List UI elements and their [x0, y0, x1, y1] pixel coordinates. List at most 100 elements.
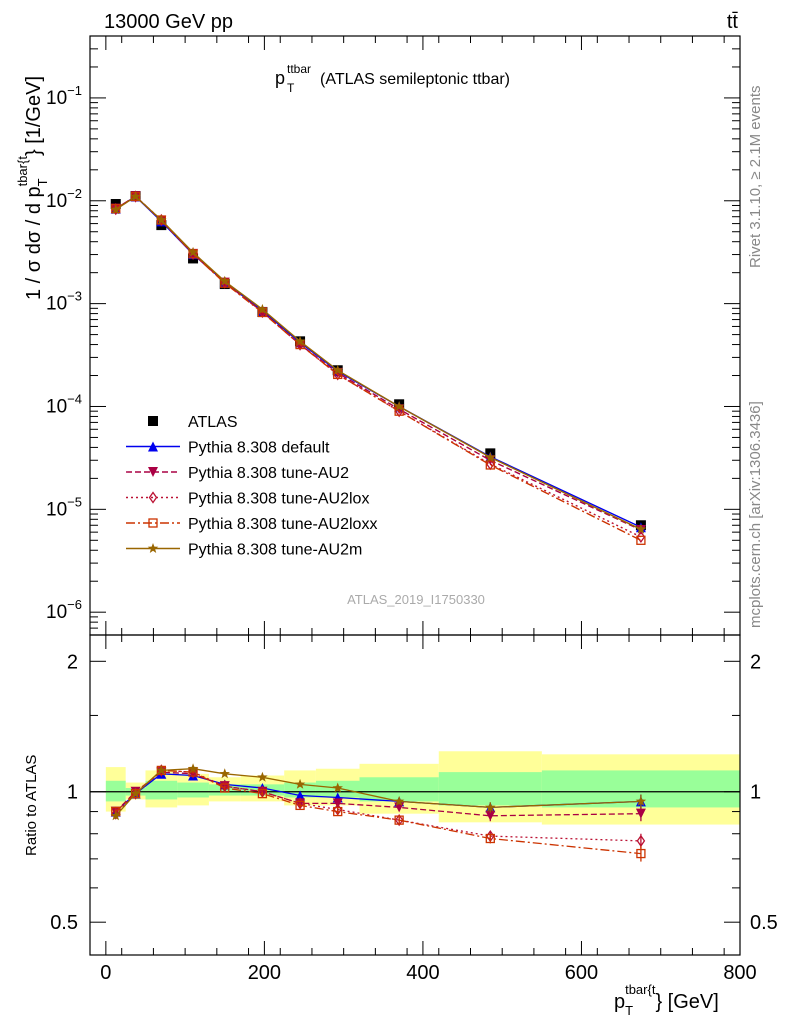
- analysis-id-label: ATLAS_2019_I1750330: [347, 592, 485, 607]
- svg-text:1 / σ dσ / d pTtbar{t} [1/GeV]: 1 / σ dσ / d pTtbar{t} [1/GeV]: [15, 76, 50, 300]
- legend-item-ATLAS: ATLAS: [148, 414, 238, 431]
- ytick-exp: −5: [67, 494, 82, 509]
- main-ytick-label: 10−6: [46, 597, 82, 623]
- ytick-exp: −6: [67, 597, 82, 612]
- legend-label-AU2: Pythia 8.308 tune-AU2: [188, 465, 349, 482]
- main-ytick-label: 10−2: [46, 186, 82, 212]
- ratio-point-AU2m: [187, 763, 199, 774]
- ratio-xtick-label: 0: [100, 962, 111, 984]
- ratio-point-AU2loxx: [295, 800, 305, 811]
- xlabel-main: p: [614, 991, 625, 1013]
- legend-item-AU2: Pythia 8.308 tune-AU2: [126, 465, 349, 482]
- legend-label-ATLAS: ATLAS: [188, 414, 238, 431]
- ytick-base: 10: [46, 191, 67, 212]
- ytick-base: 10: [46, 602, 67, 623]
- main-point-AU2lox: [636, 530, 646, 543]
- main-point-AU2m: [187, 246, 199, 257]
- ytick-base: 10: [46, 396, 67, 417]
- main-ytick-label: 10−5: [46, 494, 82, 520]
- ratio-point-AU2loxx: [257, 788, 268, 799]
- ratio-point-AU2m: [332, 782, 343, 793]
- ratio-point-AU2loxx: [394, 815, 404, 825]
- main-ytick-label: 10−4: [46, 391, 82, 417]
- ratio-point-AU2m: [294, 778, 306, 789]
- ytick-exp: −3: [67, 289, 82, 304]
- ratio-point-AU2lox: [111, 807, 121, 820]
- legend-item-AU2loxx: Pythia 8.308 tune-AU2loxx: [126, 516, 377, 533]
- main-line-AU2lox: [115, 195, 642, 538]
- ratio-ytick-label: 2: [67, 651, 78, 673]
- legend-item-default: Pythia 8.308 default: [126, 440, 330, 457]
- ratio-xtick-label: 200: [248, 962, 281, 984]
- main-panel: 10−610−510−410−310−210−1: [46, 35, 741, 636]
- ratio-xtick-label: 800: [723, 962, 756, 984]
- xlabel-end: } [GeV]: [655, 991, 718, 1013]
- xlabel: pTtbar{t} [GeV]: [614, 982, 719, 1018]
- ratio-point-AU2m: [156, 764, 167, 775]
- legend-marker-AU2: [148, 467, 158, 477]
- legend-label-default: Pythia 8.308 default: [188, 440, 330, 457]
- ratio-band-inner: [145, 780, 178, 800]
- main-point-AU2m: [393, 400, 405, 411]
- ratio-ytick-label-right: 1: [750, 782, 761, 804]
- legend: ATLAS Pythia 8.308 default Pythia 8.308 tu…: [126, 414, 377, 559]
- ytick-base: 10: [46, 88, 67, 109]
- main-point-AU2m: [130, 191, 141, 201]
- main-point-AU2loxx: [636, 535, 646, 545]
- title-sup: ttbar: [287, 62, 311, 76]
- ratio-point-AU2loxx: [333, 806, 343, 817]
- xlabel-sub: T: [625, 1003, 633, 1018]
- main-point-AU2loxx: [485, 460, 495, 470]
- ratio-point-AU2loxx: [636, 848, 646, 859]
- main-point-AU2m: [485, 451, 496, 462]
- mcplots-label: mcplots.cern.ch [arXiv:1306.3436]: [747, 401, 764, 628]
- energy-label: 13000 GeV pp: [104, 11, 233, 33]
- ylabel-sub: T: [35, 178, 50, 186]
- ytick-base: 10: [46, 499, 67, 520]
- ylabel-end: } [1/GeV]: [23, 76, 45, 156]
- main-point-AU2m: [257, 303, 268, 314]
- ratio-xtick-label: 600: [565, 962, 598, 984]
- main-point-AU2m: [332, 364, 343, 375]
- ytick-exp: −2: [67, 186, 82, 201]
- ratio-point-AU2lox: [394, 813, 404, 827]
- rivet-label: Rivet 3.1.10, ≥ 2.1M events: [747, 86, 764, 269]
- ratio-point-AU2loxx: [220, 783, 230, 793]
- ratio-point-AU2m: [257, 771, 268, 782]
- title-main: p: [275, 68, 285, 88]
- legend-item-AU2m: Pythia 8.308 tune-AU2m: [126, 542, 362, 559]
- ytick-base: 10: [46, 294, 67, 315]
- ylabel-sup: tbar{t: [15, 156, 30, 187]
- ratio-point-AU2: [635, 808, 646, 819]
- legend-marker-AU2loxx: [148, 518, 158, 528]
- title-rest: (ATLAS semileptonic ttbar): [320, 71, 510, 88]
- ratio-ytick-label-right: 2: [750, 651, 761, 673]
- ratio-frame: [89, 634, 741, 956]
- ratio-point-AU2m: [485, 801, 496, 812]
- main-line-AU2loxx: [115, 195, 642, 541]
- ratio-point-AU2m: [219, 768, 230, 779]
- plot-title: p: [275, 68, 285, 88]
- xlabel-sup: tbar{t: [625, 982, 656, 997]
- ratio-band-inner: [438, 772, 542, 806]
- ratio-xtick-label: 400: [406, 962, 439, 984]
- legend-item-AU2lox: Pythia 8.308 tune-AU2lox: [126, 491, 369, 508]
- legend-label-AU2lox: Pythia 8.308 tune-AU2lox: [188, 491, 369, 508]
- main-point-AU2m: [294, 335, 306, 346]
- legend-label-AU2m: Pythia 8.308 tune-AU2m: [188, 542, 362, 559]
- ratio-point-AU2loxx: [485, 833, 495, 844]
- ratio-point-default: [295, 790, 306, 801]
- ratio-point-AU2m: [110, 810, 121, 821]
- legend-marker-default: [148, 441, 158, 452]
- main-point-AU2m: [156, 214, 167, 225]
- main-point-AU2m: [219, 275, 230, 286]
- ratio-ytick-label: 1: [67, 782, 78, 804]
- legend-marker-AU2m: [147, 543, 159, 553]
- ratio-point-AU2: [485, 810, 496, 821]
- process-label: tt̄: [727, 11, 739, 33]
- ratio-ylabel: Ratio to ATLAS: [23, 755, 40, 856]
- title-sub: T: [287, 81, 295, 95]
- main-point-AU2m: [110, 204, 121, 215]
- ratio-band-inner: [105, 780, 126, 802]
